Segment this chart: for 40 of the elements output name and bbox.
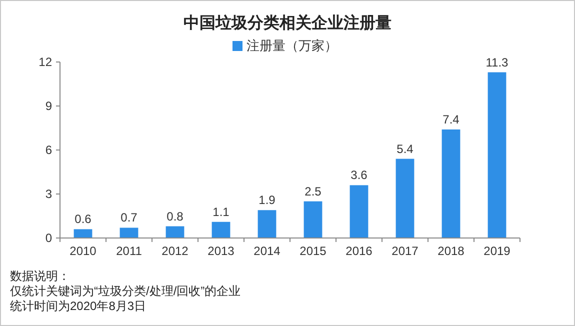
x-tick-label: 2015	[300, 244, 327, 258]
data-label: 0.6	[74, 212, 92, 226]
y-tick-label: 0	[45, 231, 52, 245]
bar	[166, 226, 184, 238]
chart-title: 中国垃圾分类相关企业注册量	[184, 14, 392, 32]
x-tick-label: 2014	[254, 244, 281, 258]
data-label: 0.7	[120, 210, 138, 225]
data-label: 5.4	[396, 142, 414, 156]
x-tick-label: 2016	[346, 244, 373, 258]
bar	[350, 185, 368, 238]
data-label: 2.5	[304, 184, 322, 198]
bar	[74, 229, 92, 238]
data-label: 11.3	[486, 55, 509, 70]
bar	[212, 222, 230, 238]
y-tick-label: 9	[45, 99, 52, 113]
text: 仅统计关键词为“垃圾分类/处理/回收”的企业	[10, 284, 241, 298]
x-tick-label: 2018	[438, 244, 465, 258]
text: 数据说明：	[10, 269, 70, 283]
bar	[442, 129, 460, 238]
text: 统计时间为2020年8月3日	[10, 299, 146, 313]
data-label: 1.1	[212, 204, 230, 219]
x-tick-label: 2011	[116, 244, 142, 258]
x-tick-label: 2019	[484, 244, 511, 258]
x-tick-label: 2012	[162, 244, 189, 258]
y-tick-label: 3	[45, 187, 52, 201]
bar	[488, 72, 506, 238]
bar	[120, 228, 138, 238]
data-label: 3.6	[350, 168, 368, 182]
y-tick-label: 6	[45, 143, 52, 157]
x-tick-label: 2013	[208, 244, 235, 258]
data-label: 7.4	[442, 112, 460, 126]
bar	[258, 210, 276, 238]
bar	[396, 158, 414, 238]
legend-label: 注册量（万家）	[246, 38, 338, 53]
data-label: 0.8	[166, 209, 184, 224]
data-label: 1.9	[258, 193, 276, 208]
x-tick-label: 2017	[392, 244, 419, 258]
bar	[304, 201, 322, 238]
y-tick-label: 12	[38, 55, 52, 69]
x-tick-label: 2010	[70, 244, 97, 258]
